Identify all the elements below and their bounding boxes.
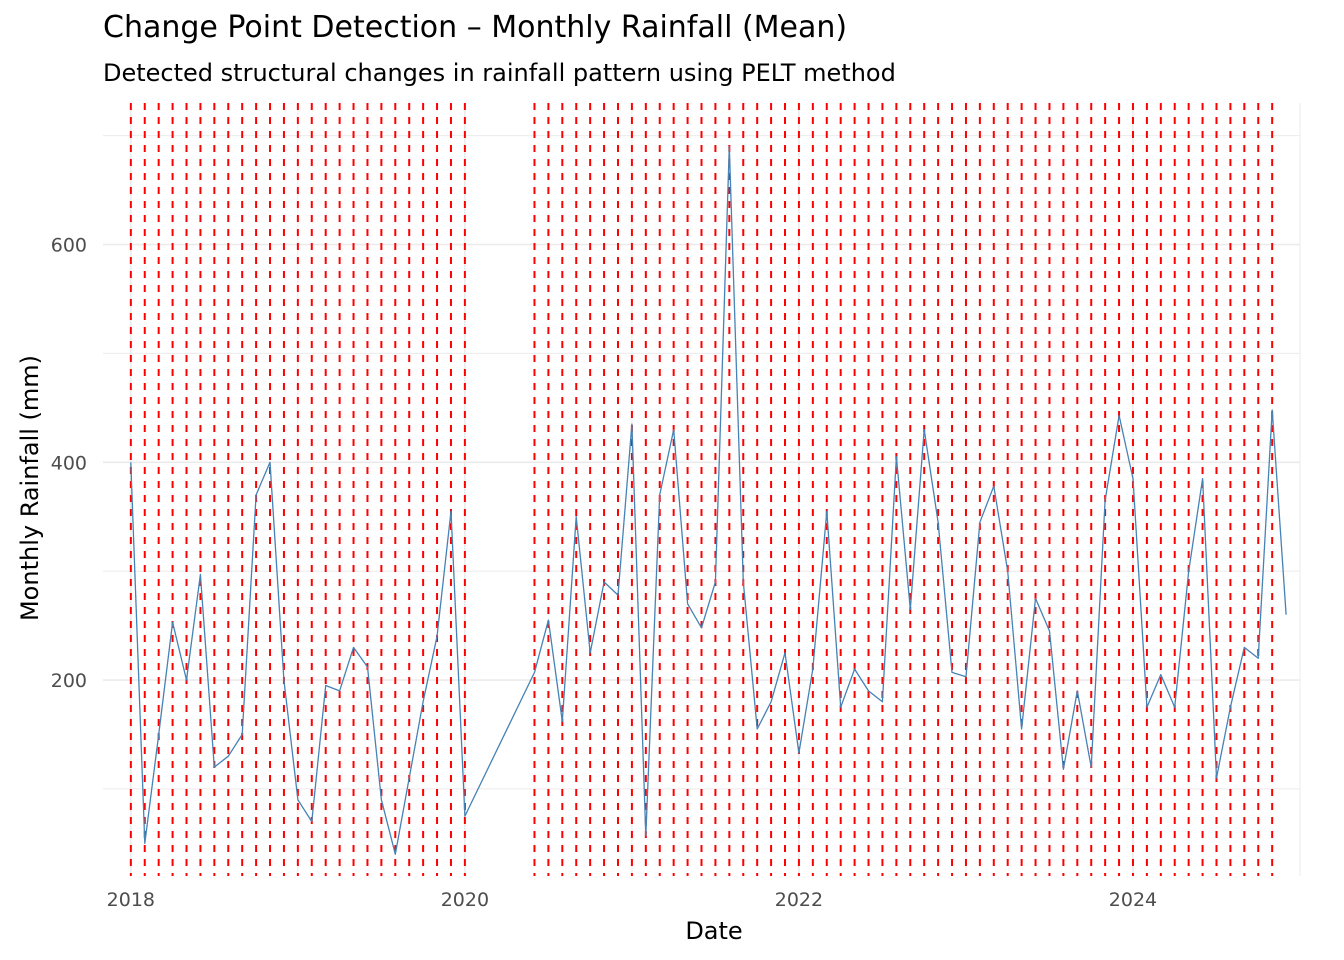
x-tick-label: 2022 [775,889,823,911]
rainfall-series [130,145,1287,855]
change-point-lines [129,103,1274,876]
x-axis-title: Date [685,917,742,945]
y-tick-label: 600 [51,235,87,257]
y-axis-title: Monthly Rainfall (mm) [16,355,44,621]
y-tick-label: 200 [51,670,87,692]
chart-subtitle: Detected structural changes in rainfall … [103,59,896,87]
y-tick-label: 400 [51,452,87,474]
x-tick-label: 2024 [1109,889,1157,911]
series-line [130,145,1287,855]
x-tick-label: 2020 [441,889,489,911]
x-tick-label: 2018 [107,889,155,911]
axis-ticks: 2018 2020 2022 2024 200 400 600 [51,235,1157,911]
chart-title: Change Point Detection – Monthly Rainfal… [103,10,848,45]
